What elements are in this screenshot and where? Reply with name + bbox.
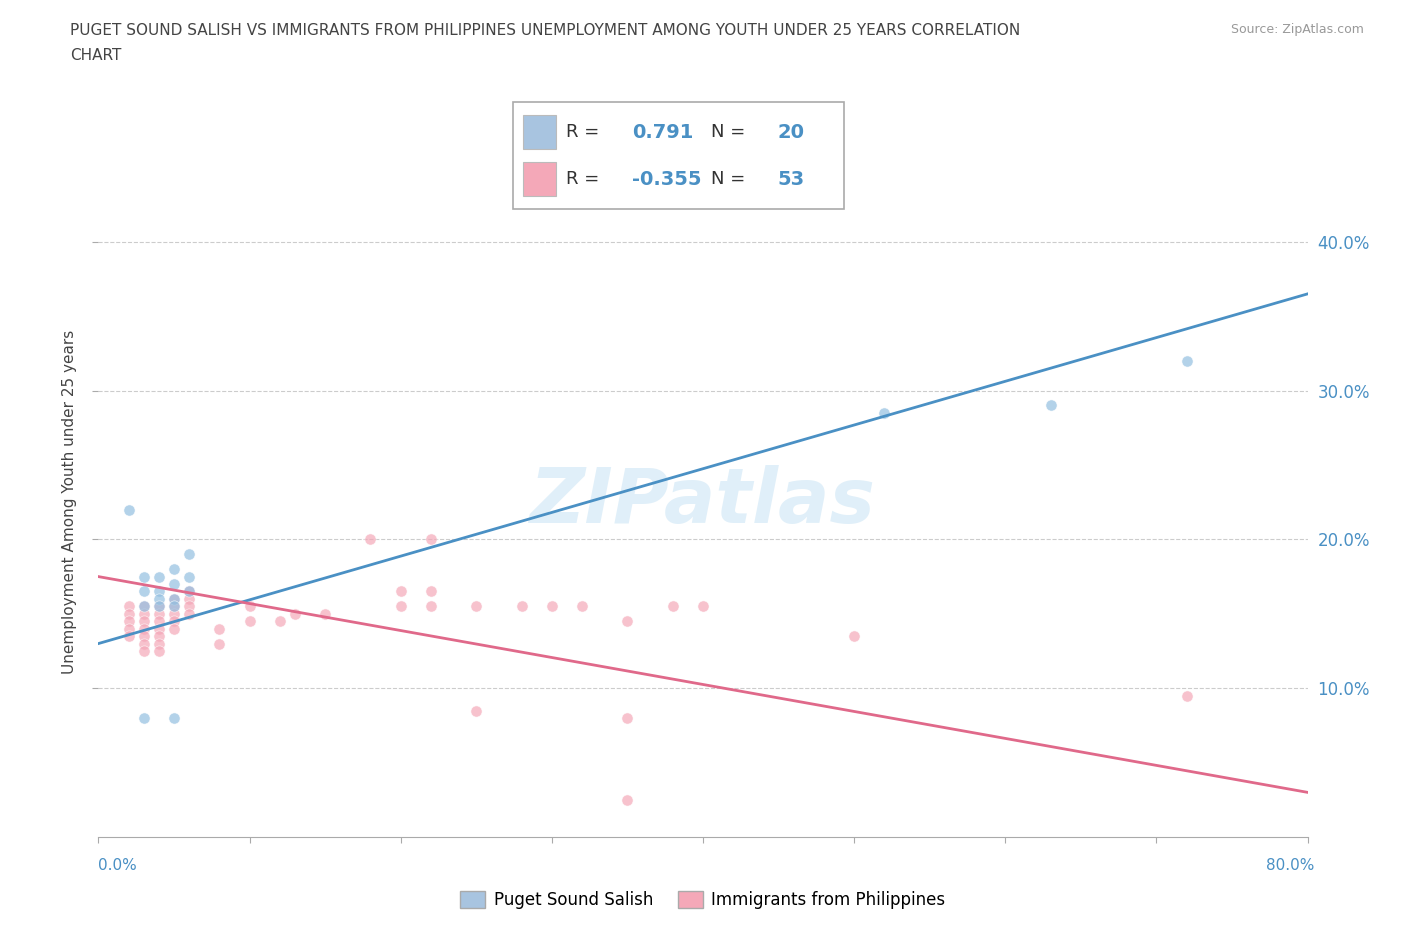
Point <box>118 621 141 636</box>
Point <box>616 792 638 807</box>
Point <box>844 629 866 644</box>
Point <box>118 614 141 629</box>
Point <box>148 591 170 606</box>
Point <box>389 599 412 614</box>
Point <box>132 636 155 651</box>
Text: 53: 53 <box>778 170 804 189</box>
Point <box>148 584 170 599</box>
Point <box>208 636 231 651</box>
Point <box>148 606 170 621</box>
Point <box>163 606 186 621</box>
Point <box>163 621 186 636</box>
Point <box>239 599 262 614</box>
Point <box>420 599 443 614</box>
Point <box>179 584 201 599</box>
Point <box>163 599 186 614</box>
Point <box>420 532 443 547</box>
Point <box>148 599 170 614</box>
Point <box>1175 353 1198 368</box>
Point <box>662 599 685 614</box>
Point <box>132 599 155 614</box>
Point <box>132 599 155 614</box>
Point <box>616 614 638 629</box>
Text: N =: N = <box>711 170 751 188</box>
Text: Source: ZipAtlas.com: Source: ZipAtlas.com <box>1230 23 1364 36</box>
Point <box>540 599 562 614</box>
Point <box>163 562 186 577</box>
Point <box>269 614 291 629</box>
Point <box>179 569 201 584</box>
Text: CHART: CHART <box>70 48 122 63</box>
Point <box>510 599 533 614</box>
Point <box>132 569 155 584</box>
Point <box>465 703 488 718</box>
Point <box>284 606 307 621</box>
Point <box>163 711 186 725</box>
Text: R =: R = <box>567 170 605 188</box>
Point <box>208 621 231 636</box>
Point <box>132 629 155 644</box>
Point <box>179 547 201 562</box>
Point <box>118 606 141 621</box>
Point <box>148 569 170 584</box>
Text: N =: N = <box>711 124 751 141</box>
Point <box>148 629 170 644</box>
Point <box>420 584 443 599</box>
Point <box>873 405 896 420</box>
Point <box>148 621 170 636</box>
Point <box>132 606 155 621</box>
FancyBboxPatch shape <box>523 115 557 150</box>
Y-axis label: Unemployment Among Youth under 25 years: Unemployment Among Youth under 25 years <box>62 330 77 674</box>
Point <box>616 711 638 725</box>
Text: PUGET SOUND SALISH VS IMMIGRANTS FROM PHILIPPINES UNEMPLOYMENT AMONG YOUTH UNDER: PUGET SOUND SALISH VS IMMIGRANTS FROM PH… <box>70 23 1021 38</box>
Point <box>1039 398 1062 413</box>
Point <box>148 636 170 651</box>
Point <box>179 584 201 599</box>
FancyBboxPatch shape <box>523 162 557 196</box>
Text: 0.791: 0.791 <box>633 123 693 141</box>
Point <box>118 599 141 614</box>
Point <box>465 599 488 614</box>
Text: ZIPatlas: ZIPatlas <box>530 465 876 539</box>
Text: 20: 20 <box>778 123 804 141</box>
Point <box>163 591 186 606</box>
Point <box>179 591 201 606</box>
Text: -0.355: -0.355 <box>633 170 702 189</box>
Point <box>163 577 186 591</box>
Point <box>163 614 186 629</box>
Point <box>132 614 155 629</box>
Point <box>132 621 155 636</box>
Text: R =: R = <box>567 124 605 141</box>
Point <box>148 644 170 658</box>
Point <box>360 532 382 547</box>
Point <box>132 644 155 658</box>
Legend: Puget Sound Salish, Immigrants from Philippines: Puget Sound Salish, Immigrants from Phil… <box>454 884 952 916</box>
Point <box>692 599 714 614</box>
Point <box>314 606 336 621</box>
Text: 0.0%: 0.0% <box>98 857 138 872</box>
Point <box>571 599 593 614</box>
Point <box>179 599 201 614</box>
Point <box>163 591 186 606</box>
Point <box>179 606 201 621</box>
Point <box>1175 688 1198 703</box>
Point <box>118 502 141 517</box>
Point <box>389 584 412 599</box>
Point <box>132 584 155 599</box>
Point <box>132 711 155 725</box>
Point <box>148 599 170 614</box>
Point <box>118 629 141 644</box>
Point <box>239 614 262 629</box>
Point <box>163 599 186 614</box>
Point <box>148 614 170 629</box>
Text: 80.0%: 80.0% <box>1267 857 1315 872</box>
